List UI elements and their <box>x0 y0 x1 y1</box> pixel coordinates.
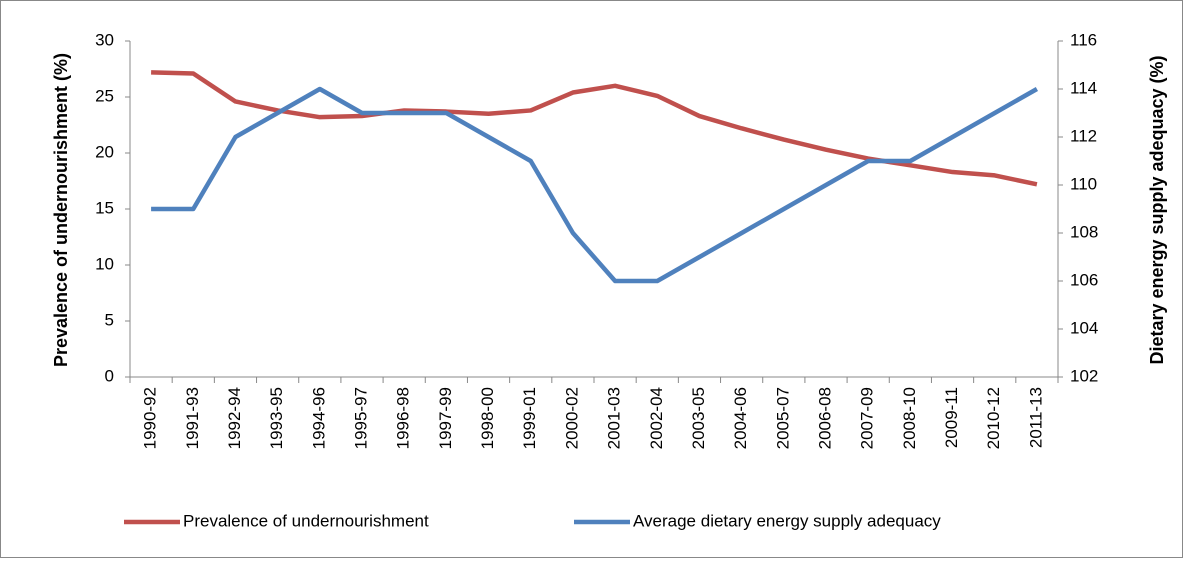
x-tick-label: 2006-08 <box>815 387 834 449</box>
y2-tick-label: 112 <box>1070 126 1097 145</box>
x-tick-label: 2002-04 <box>647 387 666 449</box>
x-tick-label: 1999-01 <box>520 387 539 449</box>
x-tick-label: 2004-06 <box>731 387 750 449</box>
x-tick-label: 2007-09 <box>858 387 877 449</box>
x-tick-label: 1998-00 <box>478 387 497 449</box>
x-tick-label: 1996-98 <box>394 387 413 449</box>
y2-tick-label: 110 <box>1070 174 1097 193</box>
x-tick-label: 2001-03 <box>605 387 624 449</box>
series-line <box>151 86 1039 284</box>
y-tick-label: 15 <box>95 198 114 217</box>
x-tick-label: 2005-07 <box>773 387 792 449</box>
y2-tick-label: 106 <box>1070 270 1098 289</box>
x-tick-label: 1997-99 <box>436 387 455 449</box>
legend-label: Average dietary energy supply adequacy <box>633 511 941 530</box>
y2-tick-label: 116 <box>1070 30 1097 49</box>
y-tick-label: 10 <box>95 254 114 273</box>
x-tick-label: 1993-95 <box>267 387 286 449</box>
y-tick-label: 0 <box>105 366 114 385</box>
x-tick-label: 1990-92 <box>141 387 160 449</box>
x-tick-label: 1995-97 <box>351 387 370 449</box>
x-tick-label: 2009-11 <box>942 387 961 448</box>
x-tick-label: 2003-05 <box>689 387 708 449</box>
x-tick-label: 1994-96 <box>309 387 328 449</box>
y2-tick-label: 108 <box>1070 222 1098 241</box>
y2-tick-label: 104 <box>1070 318 1098 337</box>
y-tick-label: 30 <box>95 30 114 49</box>
y-tick-label: 25 <box>95 86 114 105</box>
x-tick-label: 1992-94 <box>225 387 244 449</box>
x-tick-label: 1991-93 <box>183 387 202 449</box>
x-tick-label: 2011-13 <box>1026 387 1045 448</box>
legend-label: Prevalence of undernourishment <box>183 511 429 530</box>
y-axis-label: Prevalence of undernourishment (%) <box>51 53 71 367</box>
y-tick-label: 5 <box>105 310 114 329</box>
x-tick-label: 2008-10 <box>900 387 919 449</box>
x-tick-label: 2000-02 <box>562 387 581 449</box>
y2-axis-label: Dietary energy supply adequacy (%) <box>1147 55 1167 364</box>
y2-tick-label: 102 <box>1070 366 1098 385</box>
y2-tick-label: 114 <box>1070 78 1097 97</box>
x-tick-label: 2010-12 <box>984 387 1003 449</box>
y-tick-label: 20 <box>95 142 114 161</box>
